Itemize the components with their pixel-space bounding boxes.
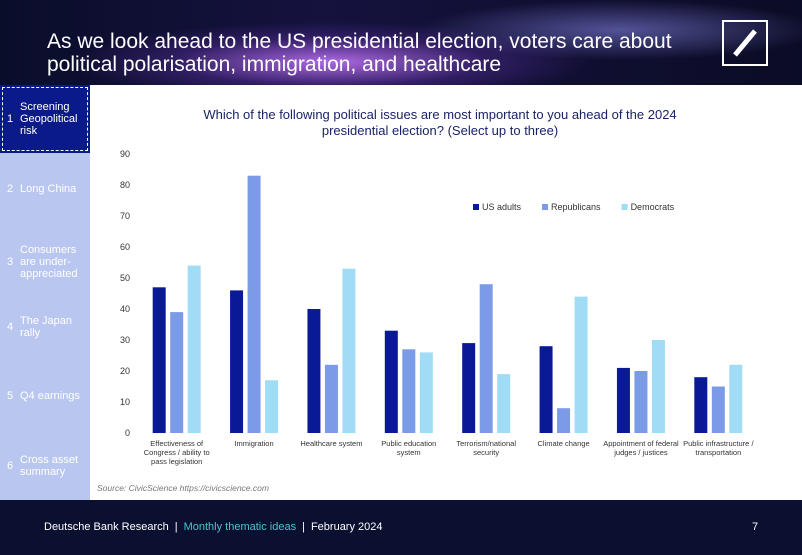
legend-swatch bbox=[621, 204, 628, 210]
x-tick-label: Healthcare system bbox=[300, 439, 363, 448]
y-tick-label: 50 bbox=[120, 273, 130, 283]
bar bbox=[307, 309, 321, 433]
bar bbox=[247, 175, 261, 433]
source: Source: CivicScience https://civicscienc… bbox=[97, 483, 269, 493]
x-tick-label: Climate change bbox=[537, 439, 590, 448]
bar bbox=[402, 349, 416, 433]
y-tick-label: 80 bbox=[120, 180, 130, 190]
bar bbox=[711, 386, 725, 433]
legend-swatch bbox=[473, 204, 479, 210]
nav-number: 6 bbox=[6, 460, 14, 472]
bar bbox=[729, 364, 743, 433]
bar bbox=[419, 352, 433, 433]
x-tick-label: Public education system bbox=[381, 439, 437, 457]
y-tick-label: 30 bbox=[120, 335, 130, 345]
y-tick-label: 40 bbox=[120, 304, 130, 314]
y-tick-label: 20 bbox=[120, 366, 130, 376]
chart-panel: Which of the following political issues … bbox=[90, 85, 802, 500]
nav-label: Long China bbox=[20, 183, 77, 195]
nav-label: Q4 earnings bbox=[20, 390, 80, 402]
footer-text: Deutsche Bank Research bbox=[44, 521, 169, 533]
page-number: 7 bbox=[752, 521, 759, 533]
nav-item[interactable]: 3 Consumers are under-appreciated bbox=[0, 225, 90, 299]
bar bbox=[497, 374, 511, 433]
legend-label: US adults bbox=[482, 202, 522, 212]
x-tick-label: Public infrastructure / transportation bbox=[683, 439, 754, 457]
bar bbox=[616, 367, 630, 433]
x-tick-label: Immigration bbox=[234, 439, 274, 448]
nav-number: 2 bbox=[6, 183, 14, 195]
bar bbox=[342, 268, 356, 433]
nav-item[interactable]: 6 Cross asset summary bbox=[0, 433, 90, 499]
bar bbox=[384, 330, 398, 433]
nav-number: 4 bbox=[6, 321, 14, 333]
bar bbox=[634, 371, 648, 433]
bar bbox=[651, 340, 665, 433]
legend-label: Democrats bbox=[631, 202, 675, 212]
x-tick-label: Terrorism/national security bbox=[456, 439, 516, 457]
nav-item[interactable]: 5 Q4 earnings bbox=[0, 369, 90, 423]
nav-item[interactable]: 2 Long China bbox=[0, 159, 90, 219]
legend-swatch bbox=[542, 204, 549, 210]
bar bbox=[324, 364, 338, 433]
bar bbox=[557, 408, 571, 433]
sidebar: 1 Screening Geopolitical risk 2 Long China 3… bbox=[0, 85, 90, 500]
bar bbox=[187, 265, 201, 433]
y-tick-label: 0 bbox=[125, 428, 130, 438]
footer-text: February 2024 bbox=[310, 521, 383, 533]
chart-title: Which of the following political issues … bbox=[203, 107, 677, 138]
nav-number: 1 bbox=[6, 113, 14, 125]
bar bbox=[230, 290, 244, 433]
nav-number: 5 bbox=[6, 390, 14, 402]
slide-title: As we look ahead to the US presidential … bbox=[47, 30, 672, 76]
nav-label: Consumers are under-appreciated bbox=[20, 244, 78, 280]
bar bbox=[152, 287, 166, 433]
y-tick-label: 10 bbox=[120, 397, 130, 407]
nav-item[interactable]: 4 The Japan rally bbox=[0, 297, 90, 357]
bar bbox=[574, 296, 588, 433]
x-tick-label: Effectiveness of Congress / ability to p… bbox=[143, 439, 210, 466]
nav-label: Screening Geopolitical risk bbox=[20, 101, 78, 137]
nav-label: Cross asset summary bbox=[20, 454, 79, 478]
bar bbox=[539, 346, 553, 433]
chart: 0 10 20 30 40 50 60 70 80 90 US adults Republicans D… bbox=[120, 149, 743, 438]
bar bbox=[265, 380, 279, 433]
footer: Deutsche Bank Research | Monthly thematic … bbox=[0, 500, 802, 555]
bar bbox=[170, 312, 184, 433]
bar bbox=[694, 377, 708, 433]
nav-label: The Japan rally bbox=[20, 315, 72, 339]
footer-text: Monthly thematic ideas bbox=[183, 521, 297, 533]
nav-number: 3 bbox=[6, 256, 14, 268]
footer-items: Deutsche Bank Research | Monthly thematic … bbox=[44, 521, 383, 533]
bar bbox=[462, 343, 476, 433]
legend-label: Republicans bbox=[551, 202, 601, 212]
nav-item[interactable]: 1 Screening Geopolitical risk bbox=[0, 85, 90, 153]
y-tick-label: 60 bbox=[120, 242, 130, 252]
footer-text: | bbox=[174, 521, 178, 533]
bar bbox=[479, 284, 493, 433]
footer-text: | bbox=[302, 521, 305, 533]
logo bbox=[722, 20, 768, 66]
x-tick-label: Appointment of federal judges / justices bbox=[603, 439, 679, 457]
header: As we look ahead to the US presidential … bbox=[0, 0, 802, 85]
legend: US adults Republicans Democrats bbox=[473, 202, 675, 212]
y-tick-label: 90 bbox=[120, 149, 130, 159]
y-tick-label: 70 bbox=[120, 211, 130, 221]
logo-slash bbox=[733, 29, 757, 57]
